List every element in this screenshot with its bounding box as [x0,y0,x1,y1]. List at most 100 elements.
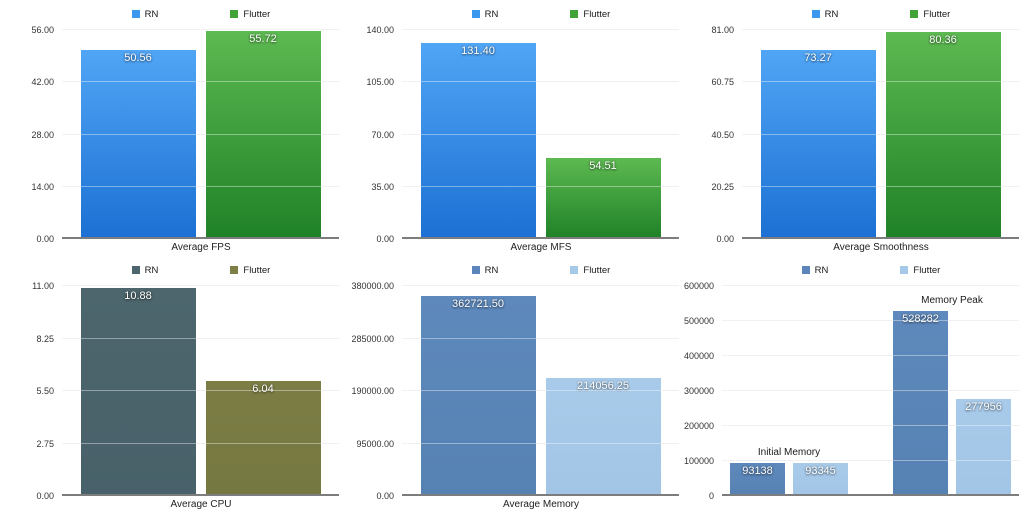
gridline [62,29,339,30]
y-tick-label: 380000.00 [351,281,394,291]
y-tick-label: 140.00 [366,25,394,35]
bar-value-label: 214056.25 [577,379,629,392]
gridline [62,81,339,83]
y-tick-label: 0.00 [376,234,394,244]
bars-row: 131.40 54.51 [402,30,679,239]
y-tick-label: 20.25 [711,181,734,192]
gridline-overlay [742,29,1019,30]
y-tick-label: 2.75 [36,438,54,449]
x-axis-line [722,494,1019,496]
y-axis-labels: 0.00 2.75 5.50 8.25 11.00 [0,281,62,501]
gridline-overlay [402,285,679,286]
gridline [62,185,339,187]
legend-label: Flutter [243,8,271,20]
legend-label: RN [484,8,499,20]
legend-entry-flutter: Flutter [900,265,940,276]
bar-rn: 362721.50 [420,295,536,496]
bar-group: 131.40 54.51 [420,30,661,239]
y-tick-label: 0.00 [36,234,54,244]
x-axis-line [62,494,339,496]
gridline [722,355,1019,357]
gridline [62,285,339,286]
bar-flutter: 277956 [956,398,1011,496]
gridline-overlay [62,442,339,444]
x-axis-title: Average FPS [171,242,231,253]
bar-value-label: 528282 [902,313,939,326]
x-axis-title: Average MFS [510,242,572,253]
gridline [402,185,679,187]
plot-area: 362721.50 214056.25 [402,285,679,496]
gridline [62,390,339,391]
legend-label: Flutter [583,8,611,20]
legend-entry-rn: RN [131,9,158,20]
gridline [742,29,1019,30]
bar-group: 10.88 6.04 [80,286,321,496]
gridline-overlay [742,185,1019,187]
gridline-overlay [722,425,1019,427]
gridline-overlay [402,185,679,187]
gridline-overlay [722,390,1019,391]
y-axis-labels: 0 100000 200000 300000 400000 500000 600000 [680,281,722,501]
y-tick-label: 14.00 [31,181,54,192]
y-tick-label: 95000.00 [356,438,394,449]
gridline-overlay [62,390,339,391]
bar-group: 73.27 80.36 [760,30,1001,239]
plot-area: 93138 93345 Initial Memory 528282 277956 Memo… [722,285,1019,496]
legend-label: Flutter [923,8,951,20]
gridline-overlay [742,133,1019,135]
bar-rn: 131.40 [420,42,536,239]
legend-swatch-icon [131,266,140,274]
gridline-overlay [722,285,1019,286]
chart-memory-initial-peak: RN Flutter 0 100000 200000 300000 400000 500000… [680,256,1020,513]
gridline-overlay [402,337,679,339]
x-axis-line [62,237,339,239]
y-axis-labels: 0.00 14.00 28.00 42.00 56.00 [0,25,62,244]
x-axis-title: Average CPU [170,499,232,510]
x-axis-title: Average Smoothness [833,242,929,253]
y-tick-label: 8.25 [36,333,54,344]
legend-entry-rn: RN [801,265,828,276]
bar-value-label: 55.72 [249,33,277,46]
gridline [62,337,339,339]
y-tick-label: 42.00 [31,77,54,88]
legend: RN Flutter [742,7,1020,21]
gridline [62,133,339,135]
bar-value-label: 80.36 [929,33,957,46]
gridline-overlay [402,29,679,30]
y-tick-label: 5.50 [36,386,54,396]
legend-swatch-icon [570,266,579,274]
bar-rn: 10.88 [80,288,196,496]
legend: RN Flutter [402,263,680,277]
legend-swatch-icon [230,266,239,274]
gridline [722,460,1019,462]
y-tick-label: 190000.00 [351,386,394,396]
gridline [402,285,679,286]
legend: RN Flutter [62,7,340,21]
y-axis-labels: 0.00 95000.00 190000.00 285000.00 380000.00 [340,281,402,501]
y-tick-label: 400000 [683,351,714,362]
chart-average-smoothness: RN Flutter 0.00 20.25 40.50 60.75 81.00 73.27 80… [680,0,1020,256]
bar-rn: 50.56 [80,50,196,239]
gridline-overlay [62,81,339,83]
y-tick-label: 0.00 [376,491,394,501]
gridline-overlay [722,320,1019,321]
legend-entry-flutter: Flutter [230,9,270,20]
legend-swatch-icon [471,266,480,274]
legend: RN Flutter [402,7,680,21]
gridline [402,390,679,391]
y-tick-label: 56.00 [31,25,54,35]
legend-swatch-icon [471,10,480,18]
gridline [742,81,1019,83]
legend-label: RN [824,8,839,20]
group-label: Memory Peak [921,295,983,307]
legend-swatch-icon [811,10,820,18]
gridline-overlay [62,337,339,339]
legend-label: Flutter [913,264,941,276]
y-tick-label: 105.00 [366,77,394,88]
gridline-overlay [62,133,339,135]
legend-label: RN [484,264,499,276]
bar-flutter: 54.51 [545,157,661,239]
y-tick-label: 600000 [683,281,714,291]
legend-entry-rn: RN [471,264,499,276]
